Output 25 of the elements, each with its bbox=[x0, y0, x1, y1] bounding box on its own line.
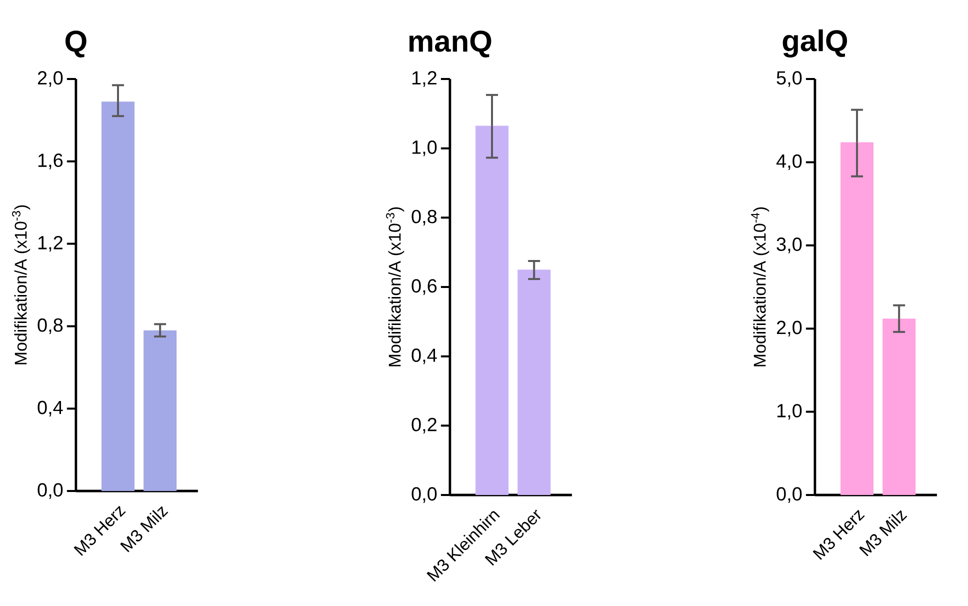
y-tick-label: 1,6 bbox=[38, 154, 63, 170]
y-axis-title: Modifikation/A (x10$^{-4}$) bbox=[751, 207, 770, 366]
y-axis-title: Modifikation/A (x10$^{-3}$) bbox=[386, 207, 404, 366]
y-tick-label: 2,0 bbox=[38, 71, 63, 87]
y-tick-label: 0,6 bbox=[412, 279, 437, 295]
y-tick-label: 1,2 bbox=[38, 236, 62, 252]
y-tick-label: 0,0 bbox=[38, 483, 63, 499]
y-tick-label: 0,0 bbox=[776, 487, 802, 503]
y-tick-label: 1,2 bbox=[412, 71, 436, 87]
y-tick-label: 0,8 bbox=[38, 318, 63, 334]
chart-title: galQ bbox=[782, 29, 848, 58]
y-axis-title: Modifikation/A (x10$^{-3}$) bbox=[12, 205, 30, 364]
y-tick-label: 5,0 bbox=[776, 71, 802, 87]
y-tick-label: 0,2 bbox=[412, 418, 436, 434]
y-tick-label: 1,0 bbox=[777, 404, 802, 420]
chart-title: Q bbox=[65, 30, 86, 58]
y-tick-label: 3,0 bbox=[776, 238, 802, 254]
y-tick-label: 0,8 bbox=[412, 210, 437, 226]
y-tick-label: 0,0 bbox=[412, 487, 437, 503]
y-tick-label: 2,0 bbox=[776, 320, 802, 336]
y-tick-label: 4,0 bbox=[776, 154, 802, 170]
y-tick-label: 0,4 bbox=[38, 400, 63, 416]
y-tick-label: 0,4 bbox=[412, 348, 437, 364]
chart-title: manQ bbox=[409, 30, 492, 58]
y-tick-label: 1,0 bbox=[412, 140, 437, 156]
